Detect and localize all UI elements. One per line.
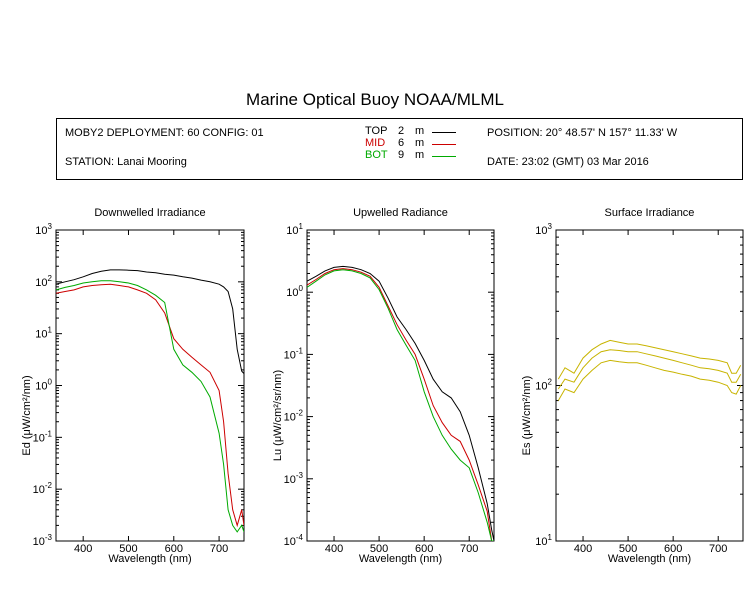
x-tick-label: 700 — [210, 543, 228, 555]
x-tick-label: 600 — [415, 543, 433, 555]
x-axis-label-es: Wavelength (nm) — [608, 553, 691, 565]
y-tick-label: 10-3 — [33, 533, 53, 548]
legend-name-bot: BOT — [365, 149, 388, 161]
y-tick-label: 101 — [286, 222, 303, 237]
series-line-lu-bot — [307, 269, 494, 541]
legend-depth-mid: 6 — [398, 137, 405, 149]
legend-line-bot — [432, 156, 456, 157]
plot-frame-lu — [306, 229, 495, 542]
series-line-es-es-3 — [557, 359, 742, 401]
deployment-label: MOBY2 DEPLOYMENT: 60 CONFIG: 01 — [65, 127, 264, 139]
y-tick-label: 102 — [535, 378, 552, 393]
y-tick-label: 10-1 — [284, 346, 304, 361]
x-tick-label: 700 — [460, 543, 478, 555]
series-line-es-es-2 — [557, 349, 742, 390]
y-tick-label: 103 — [535, 222, 552, 237]
x-tick-label: 500 — [119, 543, 137, 555]
y-tick-label: 10-2 — [33, 481, 53, 496]
legend-depth-top: 2 — [398, 125, 405, 137]
legend-unit-bot: m — [415, 149, 425, 161]
x-tick-label: 400 — [74, 543, 92, 555]
legend-line-top — [432, 132, 456, 133]
y-tick-label: 10-1 — [33, 429, 53, 444]
legend-unit-top: m — [415, 125, 425, 137]
plot-frame-es — [555, 229, 744, 542]
series-line-lu-top — [307, 265, 494, 541]
y-tick-label: 102 — [35, 274, 52, 289]
legend-name-mid: MID — [365, 137, 386, 149]
y-tick-label: 100 — [286, 284, 303, 299]
chart-title-es: Surface Irradiance — [605, 207, 695, 219]
page-title: Marine Optical Buoy NOAA/MLML — [246, 90, 504, 109]
y-tick-label: 10-4 — [284, 533, 304, 548]
series-line-ed-mid — [56, 283, 244, 528]
y-tick-label: 101 — [35, 326, 52, 341]
legend-line-mid — [432, 144, 456, 145]
x-tick-label: 400 — [325, 543, 343, 555]
legend-depth-bot: 9 — [398, 149, 405, 161]
x-axis-label-lu: Wavelength (nm) — [359, 553, 442, 565]
x-tick-label: 700 — [709, 543, 727, 555]
x-tick-label: 600 — [664, 543, 682, 555]
x-tick-label: 400 — [574, 543, 592, 555]
legend-unit-mid: m — [415, 137, 425, 149]
legend-name-top: TOP — [365, 125, 388, 137]
y-tick-label: 103 — [35, 222, 52, 237]
x-tick-label: 500 — [370, 543, 388, 555]
series-line-ed-top — [56, 269, 244, 374]
date-label: DATE: 23:02 (GMT) 03 Mar 2016 — [487, 156, 649, 168]
info-box: MOBY2 DEPLOYMENT: 60 CONFIG: 01 STATION:… — [56, 118, 743, 180]
y-axis-label-ed: Ed (μW/cm²/nm) — [21, 375, 33, 455]
chart-title-ed: Downwelled Irradiance — [94, 207, 205, 219]
y-axis-label-es: Es (μW/cm²/nm) — [521, 376, 533, 456]
chart-title-lu: Upwelled Radiance — [353, 207, 448, 219]
y-tick-label: 100 — [35, 378, 52, 393]
series-line-lu-mid — [307, 268, 494, 541]
station-label: STATION: Lanai Mooring — [65, 156, 187, 168]
y-axis-label-lu: Lu (μW/cm²/sr/nm) — [272, 370, 284, 461]
series-line-ed-bot — [56, 280, 244, 533]
position-label: POSITION: 20° 48.57' N 157° 11.33' W — [487, 127, 678, 139]
y-tick-label: 10-2 — [284, 409, 304, 424]
x-tick-label: 500 — [619, 543, 637, 555]
x-tick-label: 600 — [165, 543, 183, 555]
y-tick-label: 101 — [535, 533, 552, 548]
series-line-es-es-1 — [557, 339, 742, 380]
x-axis-label-ed: Wavelength (nm) — [108, 553, 191, 565]
y-tick-label: 10-3 — [284, 471, 304, 486]
